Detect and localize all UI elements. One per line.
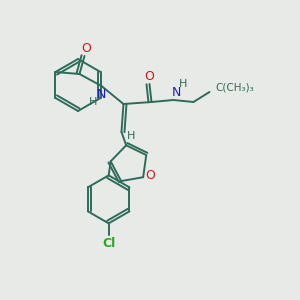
Text: C(CH₃)₃: C(CH₃)₃ [215, 83, 254, 93]
Text: H: H [127, 131, 136, 141]
Text: N: N [172, 85, 181, 98]
Text: Cl: Cl [102, 237, 115, 250]
Text: O: O [145, 169, 155, 182]
Text: O: O [82, 43, 92, 56]
Text: H: H [89, 97, 98, 107]
Text: N: N [97, 88, 106, 100]
Text: H: H [179, 79, 188, 89]
Text: O: O [145, 70, 154, 83]
